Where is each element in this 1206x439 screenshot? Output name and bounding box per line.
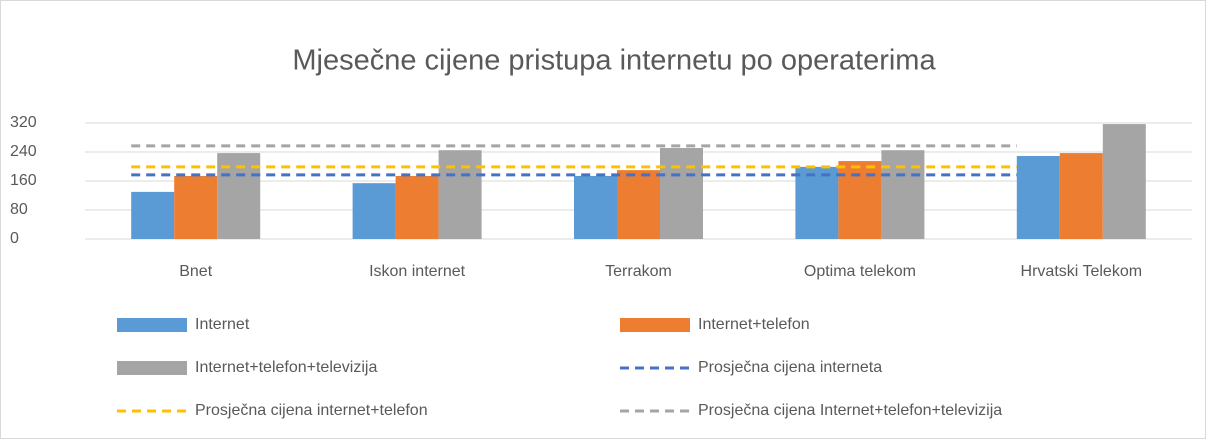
x-tick-label: Bnet: [179, 263, 212, 280]
bar: [438, 150, 482, 239]
bar: [574, 175, 617, 239]
legend-swatch: [620, 318, 690, 332]
legend-swatch: [117, 318, 187, 332]
bar: [617, 170, 660, 239]
bar: [881, 150, 925, 239]
x-tick-label: Terrakom: [605, 263, 672, 280]
legend-swatch: [117, 361, 187, 375]
y-tick-label: 80: [10, 201, 28, 218]
bar: [838, 161, 882, 239]
bar: [131, 191, 175, 239]
bar: [174, 175, 218, 239]
legend-label: Prosječna cijena internet+telefon: [195, 402, 428, 419]
bar: [1016, 155, 1060, 239]
x-tick-label: Iskon internet: [369, 263, 466, 280]
legend-label: Internet: [195, 316, 250, 333]
bar: [660, 148, 703, 239]
y-tick-label: 240: [10, 143, 37, 160]
y-tick-label: 320: [10, 114, 37, 131]
legend-label: Prosječna cijena interneta: [698, 359, 882, 376]
y-tick-label: 0: [10, 230, 19, 247]
x-tick-label: Optima telekom: [804, 263, 916, 280]
bar: [1102, 124, 1146, 239]
bar: [395, 175, 439, 239]
legend-label: Internet+telefon: [698, 316, 810, 333]
chart-title: Mjesečne cijene pristupa internetu po op…: [292, 45, 936, 77]
x-tick-label: Hrvatski Telekom: [1021, 263, 1143, 280]
bar: [795, 166, 839, 239]
legend-label: Prosječna cijena Internet+telefon+televi…: [698, 402, 1002, 419]
y-tick-label: 160: [10, 172, 37, 189]
bar: [1059, 153, 1103, 239]
legend-label: Internet+telefon+televizija: [195, 359, 377, 376]
bar: [352, 183, 396, 239]
